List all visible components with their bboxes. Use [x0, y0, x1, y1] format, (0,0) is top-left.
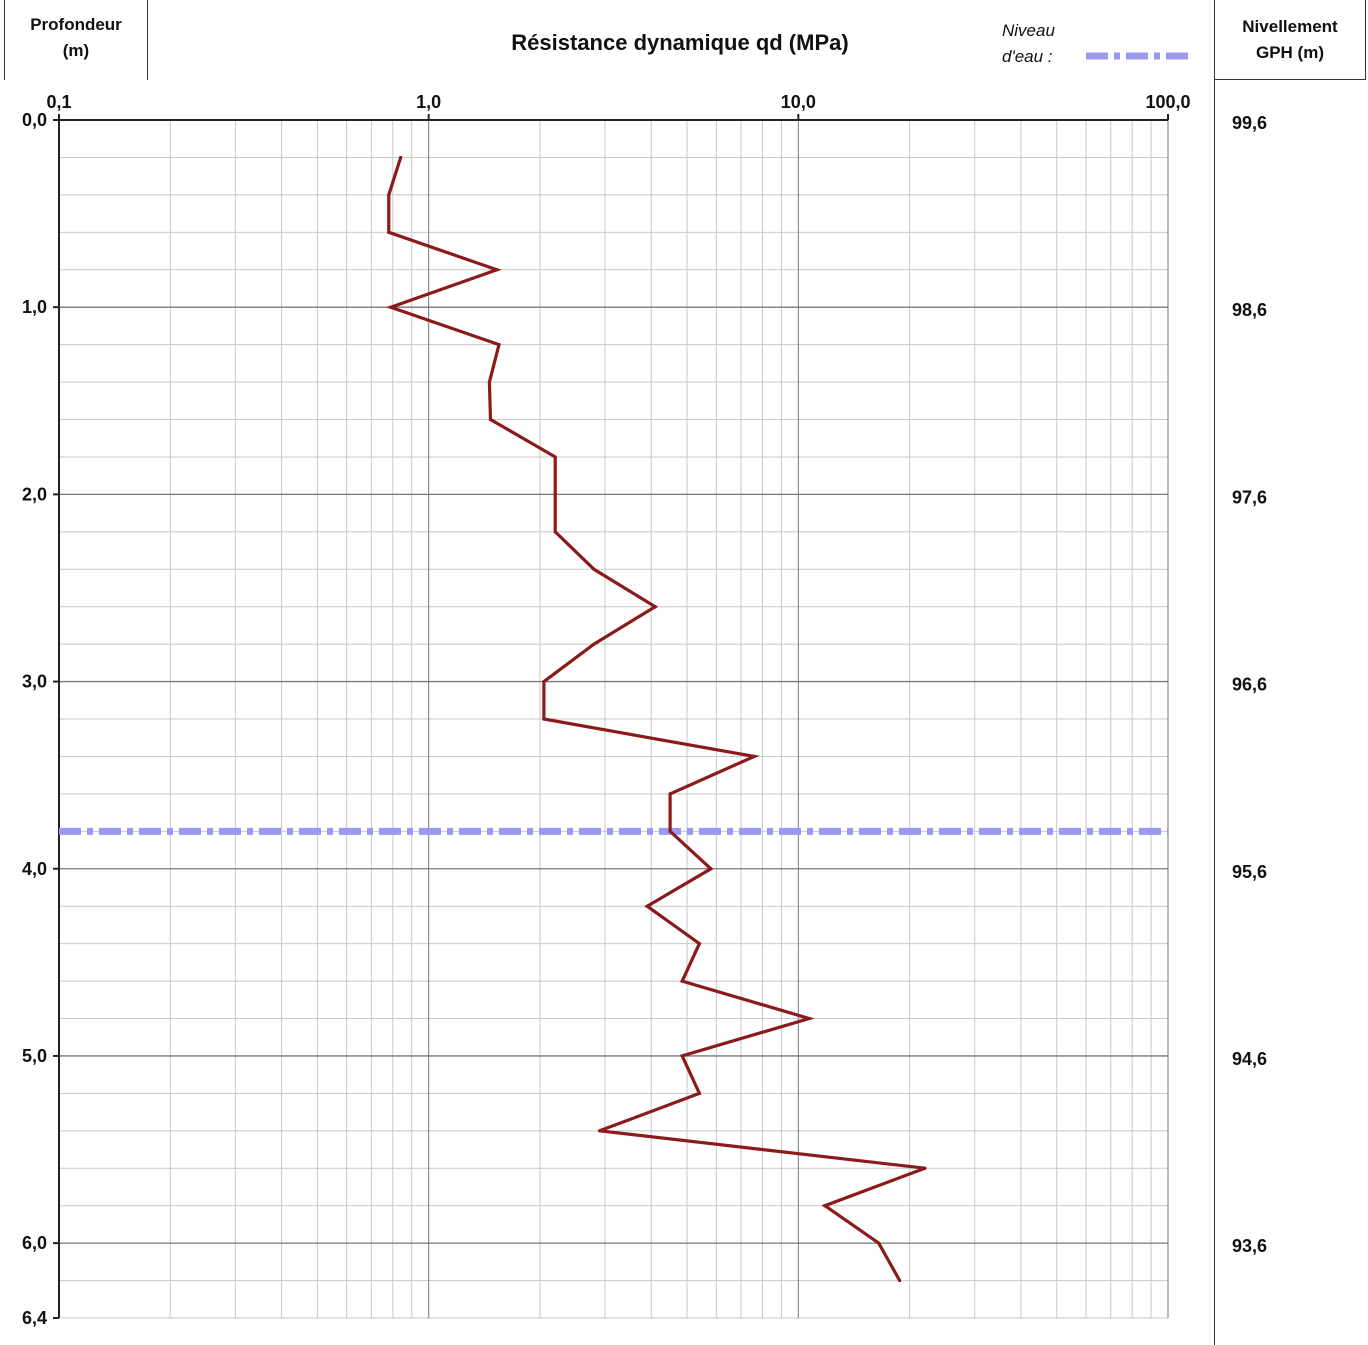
elevation-label: 94,6: [1232, 1049, 1267, 1069]
qd-data-point: [668, 792, 672, 796]
water-legend-line2: d'eau :: [1002, 47, 1053, 66]
qd-data-point: [752, 754, 756, 759]
qd-data-point: [553, 455, 557, 459]
qd-data-point: [387, 193, 391, 197]
qd-data-point: [497, 343, 501, 347]
qd-data-point: [399, 155, 403, 160]
elevation-header-text: Nivellement GPH (m): [1215, 14, 1365, 66]
elevation-label: 95,6: [1232, 862, 1267, 882]
x-tick-labels: 0,1 1,0 10,0 100,0: [46, 92, 1190, 112]
elevation-label: 98,6: [1232, 300, 1267, 320]
qd-data-point: [807, 1016, 811, 1021]
qd-data-point: [387, 230, 391, 234]
qd-data-point: [697, 1091, 702, 1095]
qd-data-point: [668, 829, 672, 833]
qd-data-point: [823, 1204, 827, 1208]
qd-data-point: [488, 417, 493, 422]
y-tick-label: 1,0: [22, 297, 47, 317]
qd-data-point: [680, 979, 684, 983]
elevation-column-divider: [1214, 80, 1215, 1345]
minor-grid: [59, 120, 1168, 1319]
water-level-legend-label: Niveau d'eau :: [1002, 18, 1082, 70]
elevation-header: Nivellement GPH (m): [1214, 0, 1366, 80]
qd-data-point: [923, 1166, 927, 1170]
elevation-label: 96,6: [1232, 675, 1267, 695]
x-tick-label: 10,0: [781, 92, 816, 112]
qd-series: [385, 155, 927, 1283]
qd-data-point: [495, 268, 499, 272]
elevation-header-line1: Nivellement: [1242, 17, 1338, 36]
qd-data-point: [592, 567, 596, 571]
qd-data-point: [697, 942, 702, 946]
y-tick-label: 2,0: [22, 484, 47, 504]
x-tick-label: 100,0: [1145, 92, 1190, 112]
depth-header-text: Profondeur (m): [5, 12, 147, 64]
qd-data-point: [553, 530, 557, 534]
y-tick-label: 6,0: [22, 1233, 47, 1253]
y-tick-labels: 0,0 1,0 2,0 3,0 4,0 5,0 6,0 6,4: [22, 110, 47, 1328]
y-tick-label: 0,0: [22, 110, 47, 130]
qd-data-point: [653, 605, 657, 609]
y-tick-label: 5,0: [22, 1046, 47, 1066]
x-tick-label: 0,1: [46, 92, 71, 112]
y-tick-label: 3,0: [22, 672, 47, 692]
elevation-labels: 99,6 98,6 97,6 96,6 95,6 94,6 93,6: [1232, 113, 1267, 1256]
qd-data-point: [592, 642, 596, 646]
depth-header-line2: (m): [62, 41, 90, 60]
depth-header-line1: Profondeur: [30, 15, 122, 34]
qd-data-point: [709, 867, 713, 871]
y-tick-label: 4,0: [22, 859, 47, 879]
elevation-header-line2: GPH (m): [1256, 43, 1324, 62]
elevation-label: 99,6: [1232, 113, 1267, 133]
qd-data-point: [542, 717, 546, 721]
chart-title: Résistance dynamique qd (MPa): [511, 30, 849, 55]
elevation-label: 93,6: [1232, 1236, 1267, 1256]
qd-data-point: [877, 1241, 881, 1245]
depth-header: Profondeur (m): [4, 0, 148, 80]
qd-data-point: [597, 1129, 602, 1133]
water-legend-line1: Niveau: [1002, 21, 1055, 40]
qd-data-point: [542, 679, 546, 684]
qd-data-point: [389, 305, 393, 309]
qd-data-point: [487, 380, 492, 384]
elevation-label: 97,6: [1232, 487, 1267, 507]
qd-data-point: [898, 1278, 902, 1283]
chart-axes: [53, 114, 1169, 1319]
x-tick-label: 1,0: [416, 92, 441, 112]
qd-data-point: [553, 492, 557, 496]
y-tick-label: 6,4: [22, 1308, 47, 1328]
qd-data-point: [680, 1054, 684, 1058]
qd-data-point: [645, 904, 649, 908]
